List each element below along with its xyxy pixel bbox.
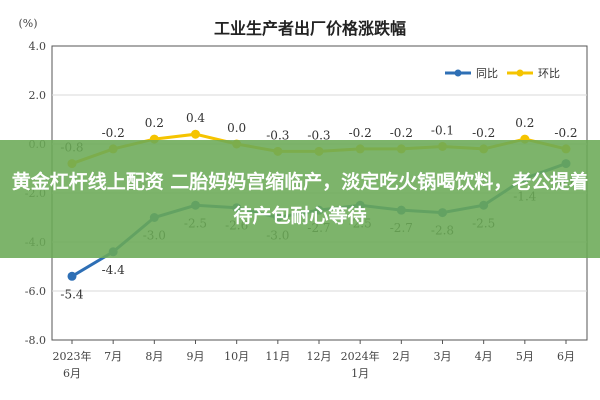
data-point-yoy	[67, 271, 77, 281]
overlay-text: 黄金杠杆线上配资 二胎妈妈宫缩临产，淡定吃火锅喝饮料，老公提着待产包耐心等待	[11, 171, 589, 227]
x-tick-label: 2024年 1月	[341, 349, 380, 380]
x-tick-label: 2月	[392, 350, 410, 363]
data-label-mom: -0.2	[349, 126, 372, 140]
overlay-banner: 黄金杠杆线上配资 二胎妈妈宫缩临产，淡定吃火锅喝饮料，老公提着待产包耐心等待	[0, 140, 600, 258]
data-label-mom: 0.4	[186, 111, 205, 125]
data-label-yoy: -5.4	[60, 287, 84, 301]
x-tick-label: 10月	[224, 350, 249, 363]
y-tick-label: 4.0	[29, 40, 47, 53]
x-tick-label: 2023年 6月	[53, 349, 92, 380]
data-label-mom: -0.2	[554, 126, 577, 140]
data-label-mom: -0.1	[431, 123, 454, 137]
x-tick-label: 9月	[187, 350, 205, 363]
data-label-mom: -0.2	[390, 126, 413, 140]
x-tick-label: 12月	[307, 350, 332, 363]
legend-label-mom: 环比	[538, 67, 560, 80]
data-label-mom: 0.2	[515, 116, 534, 130]
data-label-mom: -0.3	[307, 128, 330, 142]
x-tick-label: 3月	[434, 350, 452, 363]
data-label-mom: -0.3	[266, 128, 289, 142]
y-tick-label: -8.0	[25, 334, 46, 347]
legend: 同比 环比	[445, 67, 560, 80]
x-tick-label: 11月	[265, 350, 290, 363]
x-tick-label: 4月	[475, 350, 493, 363]
x-tick-label: 5月	[516, 350, 534, 363]
legend-marker-yoy	[454, 69, 462, 77]
data-label-mom: -0.2	[472, 126, 495, 140]
y-tick-label: -6.0	[25, 285, 46, 298]
data-label-mom: -0.2	[102, 126, 125, 140]
y-tick-label: 2.0	[29, 89, 47, 102]
x-tick-label: 8月	[145, 350, 163, 363]
chart-title: 工业生产者出厂价格涨跌幅	[214, 19, 406, 38]
data-label-mom: 0.0	[227, 121, 246, 135]
data-label-mom: 0.2	[145, 116, 164, 130]
y-axis-unit: (%)	[18, 17, 37, 30]
data-label-yoy: -4.4	[102, 263, 126, 277]
legend-marker-mom	[516, 69, 524, 77]
legend-label-yoy: 同比	[476, 67, 498, 80]
data-point-mom	[191, 129, 200, 139]
x-tick-label: 7月	[104, 350, 122, 363]
x-tick-label: 6月	[557, 350, 575, 363]
